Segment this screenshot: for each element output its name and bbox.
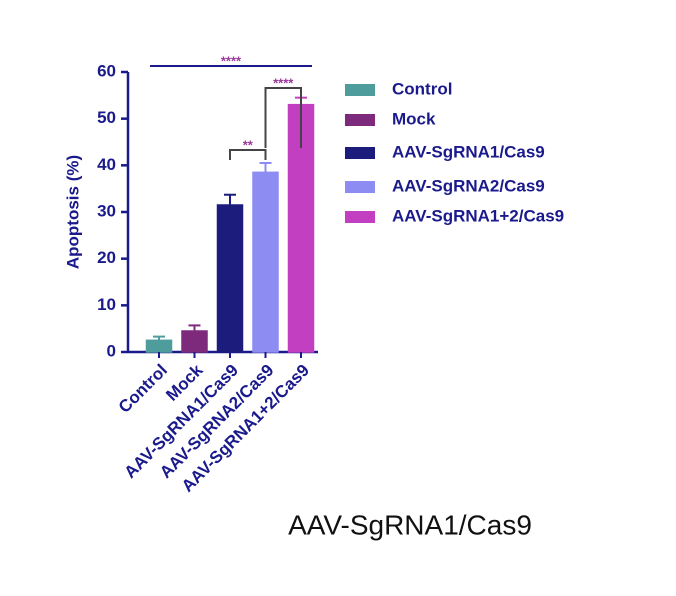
significance-bracket: [229, 149, 267, 160]
legend-swatch: [345, 114, 375, 126]
y-tick-label: 50: [97, 108, 116, 127]
y-tick-label: 40: [97, 155, 116, 174]
legend-label: Mock: [392, 109, 436, 128]
bar: [252, 171, 279, 353]
legend-label: AAV-SgRNA1+2/Cas9: [392, 206, 564, 225]
y-tick-label: 0: [107, 341, 116, 360]
legend-label: AAV-SgRNA2/Cas9: [392, 176, 545, 195]
y-axis-label: Apoptosis (%): [63, 155, 82, 269]
legend-label: AAV-SgRNA1/Cas9: [392, 142, 545, 161]
bar: [216, 204, 244, 353]
caption: AAV-SgRNA1/Cas9: [288, 509, 532, 540]
significance-label: ****: [221, 53, 242, 68]
y-tick-label: 60: [97, 61, 116, 80]
significance-bracket: [264, 87, 302, 148]
bar: [181, 330, 208, 353]
significance-label: ****: [273, 75, 294, 90]
bar: [145, 339, 173, 353]
legend-swatch: [345, 211, 375, 223]
legend-swatch: [345, 147, 375, 159]
y-tick-label: 10: [97, 295, 116, 314]
significance-label: **: [243, 137, 254, 152]
y-tick-label: 20: [97, 248, 116, 267]
legend-label: Control: [392, 79, 452, 98]
legend-swatch: [345, 84, 375, 96]
legend-swatch: [345, 181, 375, 193]
y-tick-label: 30: [97, 201, 116, 220]
